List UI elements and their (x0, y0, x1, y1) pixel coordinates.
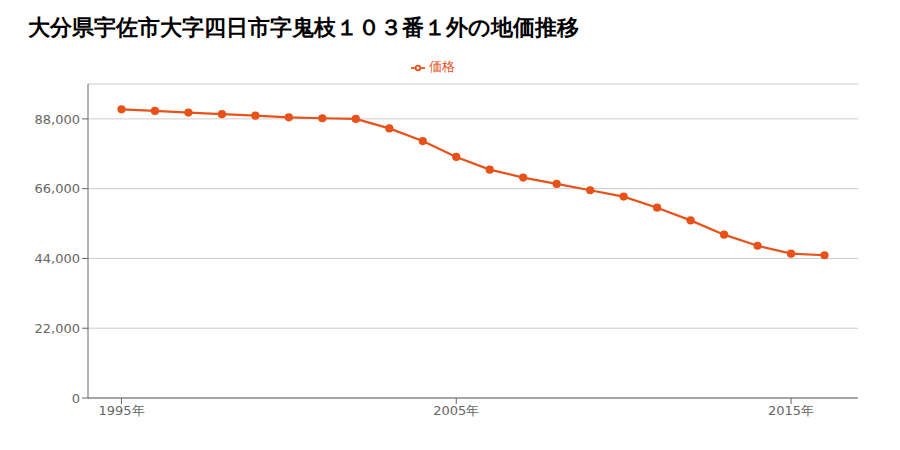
svg-text:66,000: 66,000 (35, 181, 81, 196)
svg-text:88,000: 88,000 (35, 112, 81, 127)
svg-text:0: 0 (72, 391, 80, 406)
svg-text:44,000: 44,000 (35, 251, 81, 266)
html-text:大分県宇佐市大字四日市字鬼枝１０３番１外の地価推移: 大分県宇佐市大字四日市字鬼枝１０３番１外の地価推移 (28, 15, 579, 40)
svg-text:1995年: 1995年 (98, 403, 144, 418)
svg-text:22,000: 22,000 (35, 321, 81, 336)
html-text:価格: 価格 (429, 59, 455, 74)
svg-text:2015年: 2015年 (768, 403, 814, 418)
svg-text:2005年: 2005年 (433, 403, 479, 418)
